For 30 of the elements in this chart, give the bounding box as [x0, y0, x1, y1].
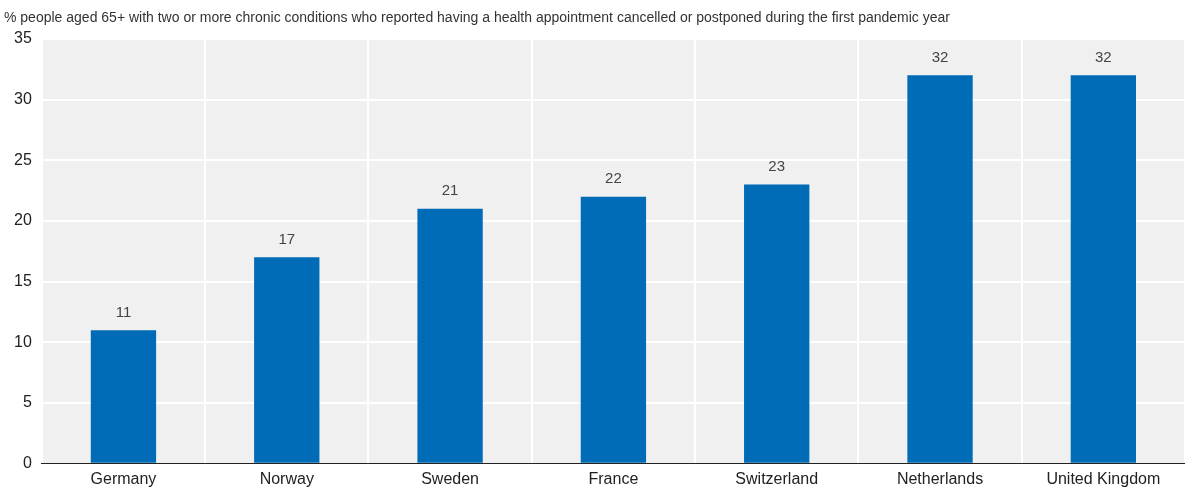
data-label: 23	[768, 157, 786, 175]
x-tick-label: France	[588, 469, 639, 487]
y-tick-label: 0	[22, 454, 32, 472]
bar	[580, 196, 647, 463]
bar	[417, 208, 483, 463]
data-label: 17	[278, 230, 296, 248]
x-tick-label: Switzerland	[735, 469, 819, 487]
y-tick-label: 20	[14, 211, 32, 229]
x-tick-label: Germany	[90, 469, 157, 487]
x-tick-label: Norway	[259, 469, 314, 487]
y-tick-label: 35	[14, 29, 32, 47]
data-label: 22	[605, 169, 622, 187]
data-label: 21	[441, 181, 459, 199]
y-tick-label: 5	[22, 393, 32, 411]
bar	[1070, 75, 1137, 463]
x-tick-label: Netherlands	[896, 469, 984, 487]
y-tick-label: 10	[14, 332, 32, 350]
x-tick-label: United Kingdom	[1046, 469, 1161, 487]
y-tick-label: 30	[14, 89, 32, 107]
data-label: 32	[1095, 47, 1112, 65]
x-tick-label: Sweden	[421, 469, 479, 487]
bar	[254, 257, 320, 463]
bar	[90, 330, 157, 463]
bar	[907, 75, 973, 463]
data-label: 11	[115, 302, 132, 320]
chart-title: % people aged 65+ with two or more chronic conditions who reported having a health appointment cancelled or postponed during the first pandemic year	[4, 9, 951, 26]
y-tick-label: 25	[14, 150, 32, 168]
y-tick-label: 15	[14, 272, 32, 290]
bar	[744, 184, 810, 463]
data-label: 32	[931, 47, 949, 65]
